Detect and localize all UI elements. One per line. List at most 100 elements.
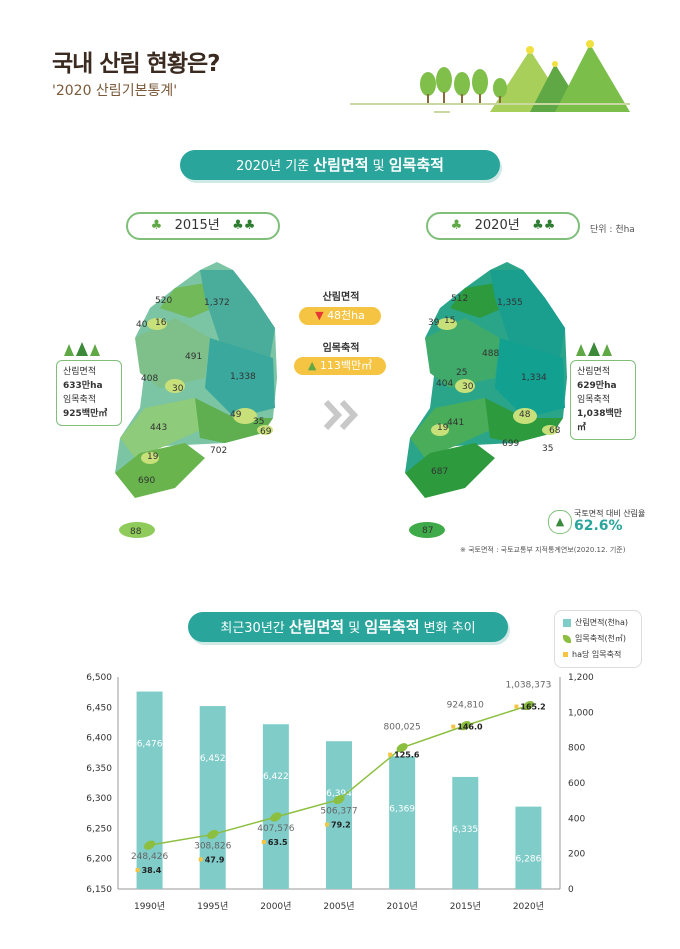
tree-icon: ♣ (450, 218, 463, 233)
y-tick-right: 800 (568, 744, 585, 754)
change-stock-badge: ▲ 113백만㎥ (294, 357, 386, 375)
legend-item: 임목축적(천㎥) (563, 631, 633, 647)
stock-label: 506,377 (320, 807, 357, 817)
stock-label: 248,426 (131, 852, 168, 862)
map-value: 520 (155, 296, 173, 306)
bar-label: 6,452 (200, 754, 226, 764)
map-value: 39 (428, 318, 440, 328)
x-tick: 2005년 (323, 901, 354, 912)
bar-label: 6,369 (389, 804, 415, 814)
page-subtitle: '2020 산림기본통계' (52, 83, 178, 99)
map-value: 40 (136, 320, 148, 330)
map-value: 404 (436, 379, 454, 389)
leaf-point (207, 829, 219, 840)
trees-icon (576, 342, 612, 356)
y-tick-left: 6,200 (86, 855, 112, 865)
bar (199, 706, 226, 889)
leaf-icon (563, 634, 571, 643)
map-2015 (115, 262, 277, 538)
map-value: 491 (185, 352, 203, 362)
map-value: 443 (150, 423, 168, 433)
map-value: 488 (482, 349, 500, 359)
x-tick: 2010년 (387, 901, 418, 912)
chart-legend: 산림면적(천ha) 임목축적(천㎥) ha당 임목축적 (554, 610, 642, 668)
trees-icon: ♣♣ (532, 218, 556, 233)
bar-label: 6,422 (263, 772, 289, 782)
map-value: 687 (431, 467, 449, 477)
perha-dot (198, 857, 203, 862)
stock-label: 800,025 (384, 723, 421, 733)
map-value: 690 (138, 476, 156, 486)
bar-label: 6,476 (137, 740, 163, 750)
y-tick-right: 1,200 (568, 673, 594, 683)
map-value: 441 (447, 418, 465, 428)
up-trees-icon: ▲ (307, 359, 317, 372)
map-value: 30 (172, 384, 184, 394)
leaf-point (396, 743, 408, 753)
map-value: 35 (542, 444, 554, 454)
map-value: 699 (502, 439, 520, 449)
info-label: 산림면적 (63, 367, 97, 377)
year-label-2015: 2015년 (174, 218, 220, 233)
map-value: 1,372 (204, 298, 230, 308)
x-tick: 2015년 (450, 901, 481, 912)
bar (452, 776, 479, 889)
section2-banner: 최근30년간 산림면적 및 임목축적 변화 추이 (188, 612, 508, 642)
map-value: 88 (130, 527, 142, 537)
bar (515, 806, 542, 889)
map-value: 69 (260, 427, 272, 437)
y-tick-left: 6,250 (86, 824, 112, 834)
perha-dot (325, 822, 329, 827)
banner-suffix: 변화 추이 (419, 621, 476, 636)
legend-item: ha당 임목축적 (563, 647, 633, 663)
stock-label: 407,576 (257, 824, 294, 834)
y-tick-right: 200 (568, 850, 585, 860)
map-value: 49 (230, 410, 242, 420)
trend-chart: 6,150 6,200 6,250 6,300 6,350 6,400 6,450 6,500… (86, 673, 594, 912)
change-area-label: 산림면적 (322, 292, 360, 303)
perha-dot (388, 752, 393, 757)
info-box-2020: 산림면적 629만ha 임목축적 1,038백만㎥ (570, 360, 636, 440)
leaf-point (459, 721, 471, 731)
map-value: 1,355 (497, 298, 523, 308)
map-value: 35 (253, 417, 265, 427)
map-value: 16 (155, 318, 167, 328)
perha-dot (135, 868, 140, 873)
y-tick-left: 6,300 (86, 794, 112, 804)
perha-label: 146.0 (457, 723, 483, 732)
cube-icon (563, 618, 571, 627)
x-tick: 2000년 (260, 901, 291, 912)
map-value: 19 (147, 452, 159, 462)
banner-bold1: 산림면적 (288, 618, 345, 636)
map-value: 702 (210, 446, 228, 456)
ratio-label: 국토면적 대비 산림율 (574, 509, 646, 518)
x-tick: 2020년 (513, 901, 544, 912)
banner-prefix: 2020년 기준 (236, 159, 314, 174)
stock-label: 924,810 (447, 701, 484, 711)
x-tick: 1990년 (134, 901, 165, 912)
bar-label: 6,394 (326, 789, 352, 799)
dot-icon (563, 652, 568, 657)
perha-dot (514, 704, 519, 709)
bar (389, 756, 416, 889)
y-tick-right: 600 (568, 779, 585, 789)
y-tick-left: 6,500 (86, 673, 112, 683)
map-value: 25 (456, 368, 468, 378)
map-value: 408 (141, 374, 159, 384)
y-tick-right: 0 (568, 885, 574, 895)
y-tick-right: 1,000 (568, 708, 594, 718)
y-tick-left: 6,150 (86, 885, 112, 895)
banner-mid: 및 (368, 159, 389, 174)
map-value: 19 (437, 423, 449, 433)
map-value: 30 (462, 382, 474, 392)
info-box-2015: 산림면적 633만ha 임목축적 925백만㎥ (56, 360, 122, 426)
double-chevron-icon (323, 399, 359, 431)
bar (136, 691, 163, 889)
banner-bold2: 임목축적 (364, 618, 420, 636)
perha-label: 63.5 (268, 838, 288, 847)
x-tick: 1995년 (197, 901, 228, 912)
year-box-2020: ♣ 2020년 ♣♣ (426, 212, 580, 240)
leaf-point (270, 812, 282, 822)
leaf-point (333, 794, 345, 805)
legend-label: 임목축적(천㎥) (575, 634, 627, 643)
